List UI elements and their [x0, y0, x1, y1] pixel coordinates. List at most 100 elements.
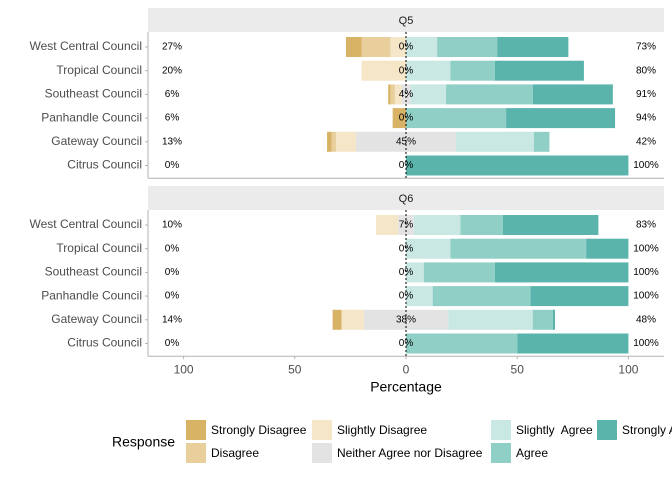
- left-label: 0%: [165, 243, 180, 254]
- bar-segment: [450, 238, 587, 259]
- bar-segment: [332, 309, 342, 330]
- center-label: 7%: [399, 220, 414, 231]
- category-label: Gateway Council: [51, 134, 142, 148]
- bar-segment: [497, 37, 569, 57]
- bar-segment: [361, 37, 391, 57]
- category-label: West Central Council: [30, 39, 143, 53]
- right-label: 94%: [636, 113, 656, 124]
- right-label: 83%: [636, 220, 656, 231]
- bar-segment: [392, 108, 406, 129]
- bar-segment: [361, 60, 406, 81]
- bar-segment: [530, 286, 629, 307]
- bar-segment: [390, 84, 395, 105]
- legend-swatch: [491, 443, 511, 463]
- legend-swatch: [312, 443, 332, 463]
- bar-segment: [456, 131, 534, 152]
- bar-segment: [335, 131, 356, 152]
- bar-segment: [586, 238, 629, 259]
- category-label: Southeast Council: [45, 265, 142, 279]
- legend-label: Agree: [516, 446, 548, 460]
- right-label: 73%: [636, 42, 656, 53]
- bar-segment: [413, 215, 461, 235]
- bar-segment: [406, 108, 507, 129]
- left-label: 20%: [162, 65, 182, 76]
- left-label: 0%: [165, 338, 180, 349]
- center-label: 0%: [399, 243, 414, 254]
- right-label: 91%: [636, 89, 656, 100]
- strip-background: [148, 186, 664, 210]
- category-label: West Central Council: [30, 217, 143, 231]
- panel-title: Q6: [399, 193, 414, 205]
- bar-segment: [406, 262, 424, 283]
- category-label: Panhandle Council: [41, 288, 142, 302]
- bar-segment: [406, 37, 438, 57]
- legend-swatch: [312, 420, 332, 440]
- bar-segment: [517, 333, 629, 354]
- bar-segment: [532, 309, 553, 330]
- category-label: Tropical Council: [56, 63, 142, 77]
- bar-segment: [390, 37, 406, 57]
- bar-segment: [406, 333, 518, 354]
- category-label: Citrus Council: [67, 336, 142, 350]
- right-label: 100%: [633, 291, 659, 302]
- bar-segment: [398, 215, 414, 235]
- left-label: 6%: [165, 89, 180, 100]
- left-label: 14%: [162, 314, 182, 325]
- category-label: Gateway Council: [51, 312, 142, 326]
- bar-segment: [437, 37, 498, 57]
- left-label: 6%: [165, 113, 180, 124]
- x-tick-label: 50: [288, 362, 302, 376]
- right-label: 100%: [633, 267, 659, 278]
- x-tick-label: 50: [511, 362, 525, 376]
- category-label: Tropical Council: [56, 241, 142, 255]
- bar-segment: [341, 309, 364, 330]
- bar-segment: [552, 309, 556, 330]
- bar-segment: [448, 309, 533, 330]
- x-tick-label: 100: [618, 362, 638, 376]
- legend-label: Slightly Disagree: [337, 423, 427, 437]
- bar-segment: [506, 108, 616, 129]
- bar-segment: [388, 84, 391, 105]
- x-axis-title: Percentage: [370, 379, 442, 395]
- bar-segment: [450, 60, 495, 81]
- bar-segment: [401, 84, 411, 105]
- bar-segment: [423, 262, 495, 283]
- legend-swatch: [186, 443, 206, 463]
- bar-segment: [406, 238, 451, 259]
- right-label: 42%: [636, 136, 656, 147]
- center-label: 0%: [399, 65, 414, 76]
- bar-segment: [375, 215, 399, 235]
- bar-segment: [432, 286, 531, 307]
- center-label: 4%: [399, 89, 414, 100]
- bar-segment: [532, 84, 613, 105]
- center-label: 0%: [399, 291, 414, 302]
- bar-segment: [494, 262, 629, 283]
- bar-segment: [345, 37, 362, 57]
- bar-segment: [406, 60, 451, 81]
- category-label: Panhandle Council: [41, 110, 142, 124]
- bar-segment: [502, 215, 599, 235]
- bar-segment: [446, 84, 533, 105]
- bar-segment: [460, 215, 503, 235]
- left-label: 0%: [165, 291, 180, 302]
- right-label: 100%: [633, 338, 659, 349]
- left-label: 27%: [162, 42, 182, 53]
- legend-label: Strongly Agree: [622, 423, 672, 437]
- center-label: 0%: [399, 42, 414, 53]
- legend-label: Strongly Disagree: [211, 423, 307, 437]
- right-label: 80%: [636, 65, 656, 76]
- bar-segment: [331, 131, 336, 152]
- x-tick-label: 100: [174, 362, 194, 376]
- right-label: 100%: [633, 160, 659, 171]
- legend-swatch: [491, 420, 511, 440]
- legend-label: Neither Agree nor Disagree: [337, 446, 483, 460]
- left-label: 0%: [165, 267, 180, 278]
- legend-label: Disagree: [211, 446, 259, 460]
- bar-segment: [406, 155, 629, 176]
- bar-segment: [327, 131, 332, 152]
- bar-segment: [494, 60, 584, 81]
- category-label: Citrus Council: [67, 158, 142, 172]
- bar-segment: [410, 84, 447, 105]
- right-label: 48%: [636, 314, 656, 325]
